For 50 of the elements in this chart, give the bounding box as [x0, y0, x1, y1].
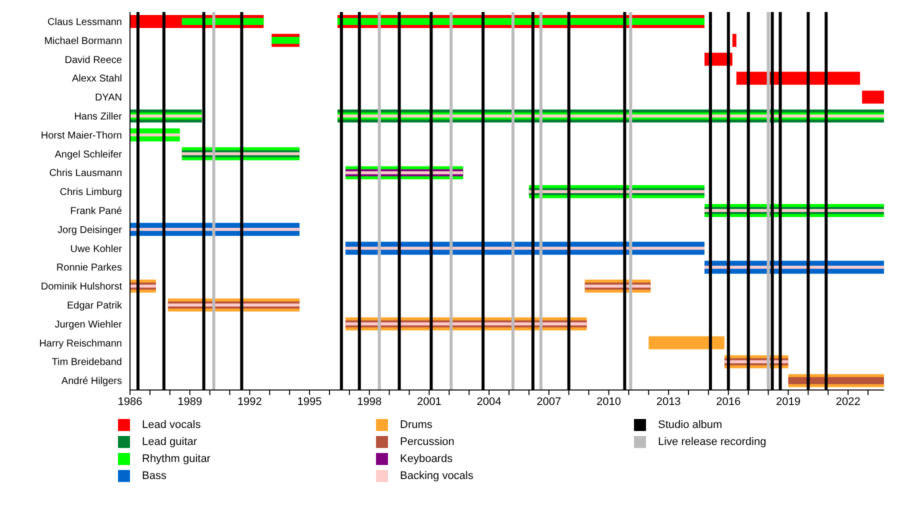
x-tick-label: 2016 [716, 396, 741, 408]
y-tick-label: Horst Maier-Thorn [40, 130, 122, 142]
y-tick-label: Uwe Kohler [70, 244, 123, 255]
x-tick-label: 1989 [178, 396, 202, 408]
bar [648, 336, 724, 350]
bar [272, 36, 300, 44]
y-tick-label: Alexx Stahl [72, 74, 122, 85]
legend-label: Lead guitar [142, 436, 198, 448]
y-tick-label: Claus Lessmann [48, 17, 122, 28]
y-tick-label: DYAN [94, 92, 122, 104]
y-tick-label: Jurgen Wiehler [54, 319, 123, 330]
x-tick-label: 1986 [118, 396, 142, 408]
x-tick-label: 1992 [237, 396, 262, 408]
x-tick-label: 2010 [596, 396, 621, 408]
x-tick-label: 1995 [297, 396, 322, 408]
y-tick-label: Tim Breideband [52, 357, 122, 368]
y-tick-label: Jorg Deisinger [58, 224, 123, 236]
bar [130, 228, 300, 231]
y-tick-label: Chris Limburg [60, 187, 122, 198]
bar [345, 246, 704, 250]
legend-label: Lead vocals [142, 418, 201, 430]
y-tick-label: André Hilgers [61, 376, 122, 388]
y-tick-label: Chris Lausmann [49, 168, 122, 180]
legend-label: Keyboards [400, 452, 453, 464]
y-tick-label: David Reece [64, 54, 122, 66]
legend-label: Backing vocals [400, 470, 474, 482]
y-tick-label: Harry Reischmann [39, 338, 122, 350]
y-tick-label: Frank Pané [70, 206, 122, 217]
x-tick-label: 2001 [416, 396, 442, 408]
legend-label: Rhythm guitar [142, 452, 210, 464]
legend-label: Studio album [658, 418, 722, 430]
y-tick-label: Dominik Hulshorst [40, 282, 122, 293]
x-tick-label: 2007 [536, 396, 562, 408]
legend-label: Live release recording [658, 436, 766, 448]
y-tick-label: Edgar Patrik [66, 300, 123, 312]
bar [862, 90, 884, 104]
legend-label: Percussion [400, 436, 454, 448]
x-tick-label: 2019 [776, 396, 800, 408]
y-tick-label: Angel Schleifer [54, 149, 123, 160]
y-tick-label: Hans Ziller [74, 112, 123, 122]
x-tick-label: 2022 [836, 396, 860, 408]
legend-label: Drums [400, 418, 432, 430]
bar [788, 377, 884, 384]
x-tick-label: 2013 [656, 396, 681, 408]
bar [732, 34, 736, 47]
legend-label: Bass [142, 470, 166, 482]
y-tick-label: Ronnie Parkes [56, 262, 122, 274]
x-tick-label: 1998 [357, 396, 382, 408]
y-tick-label: Michael Bormann [44, 36, 122, 47]
x-tick-label: 2004 [476, 396, 502, 408]
